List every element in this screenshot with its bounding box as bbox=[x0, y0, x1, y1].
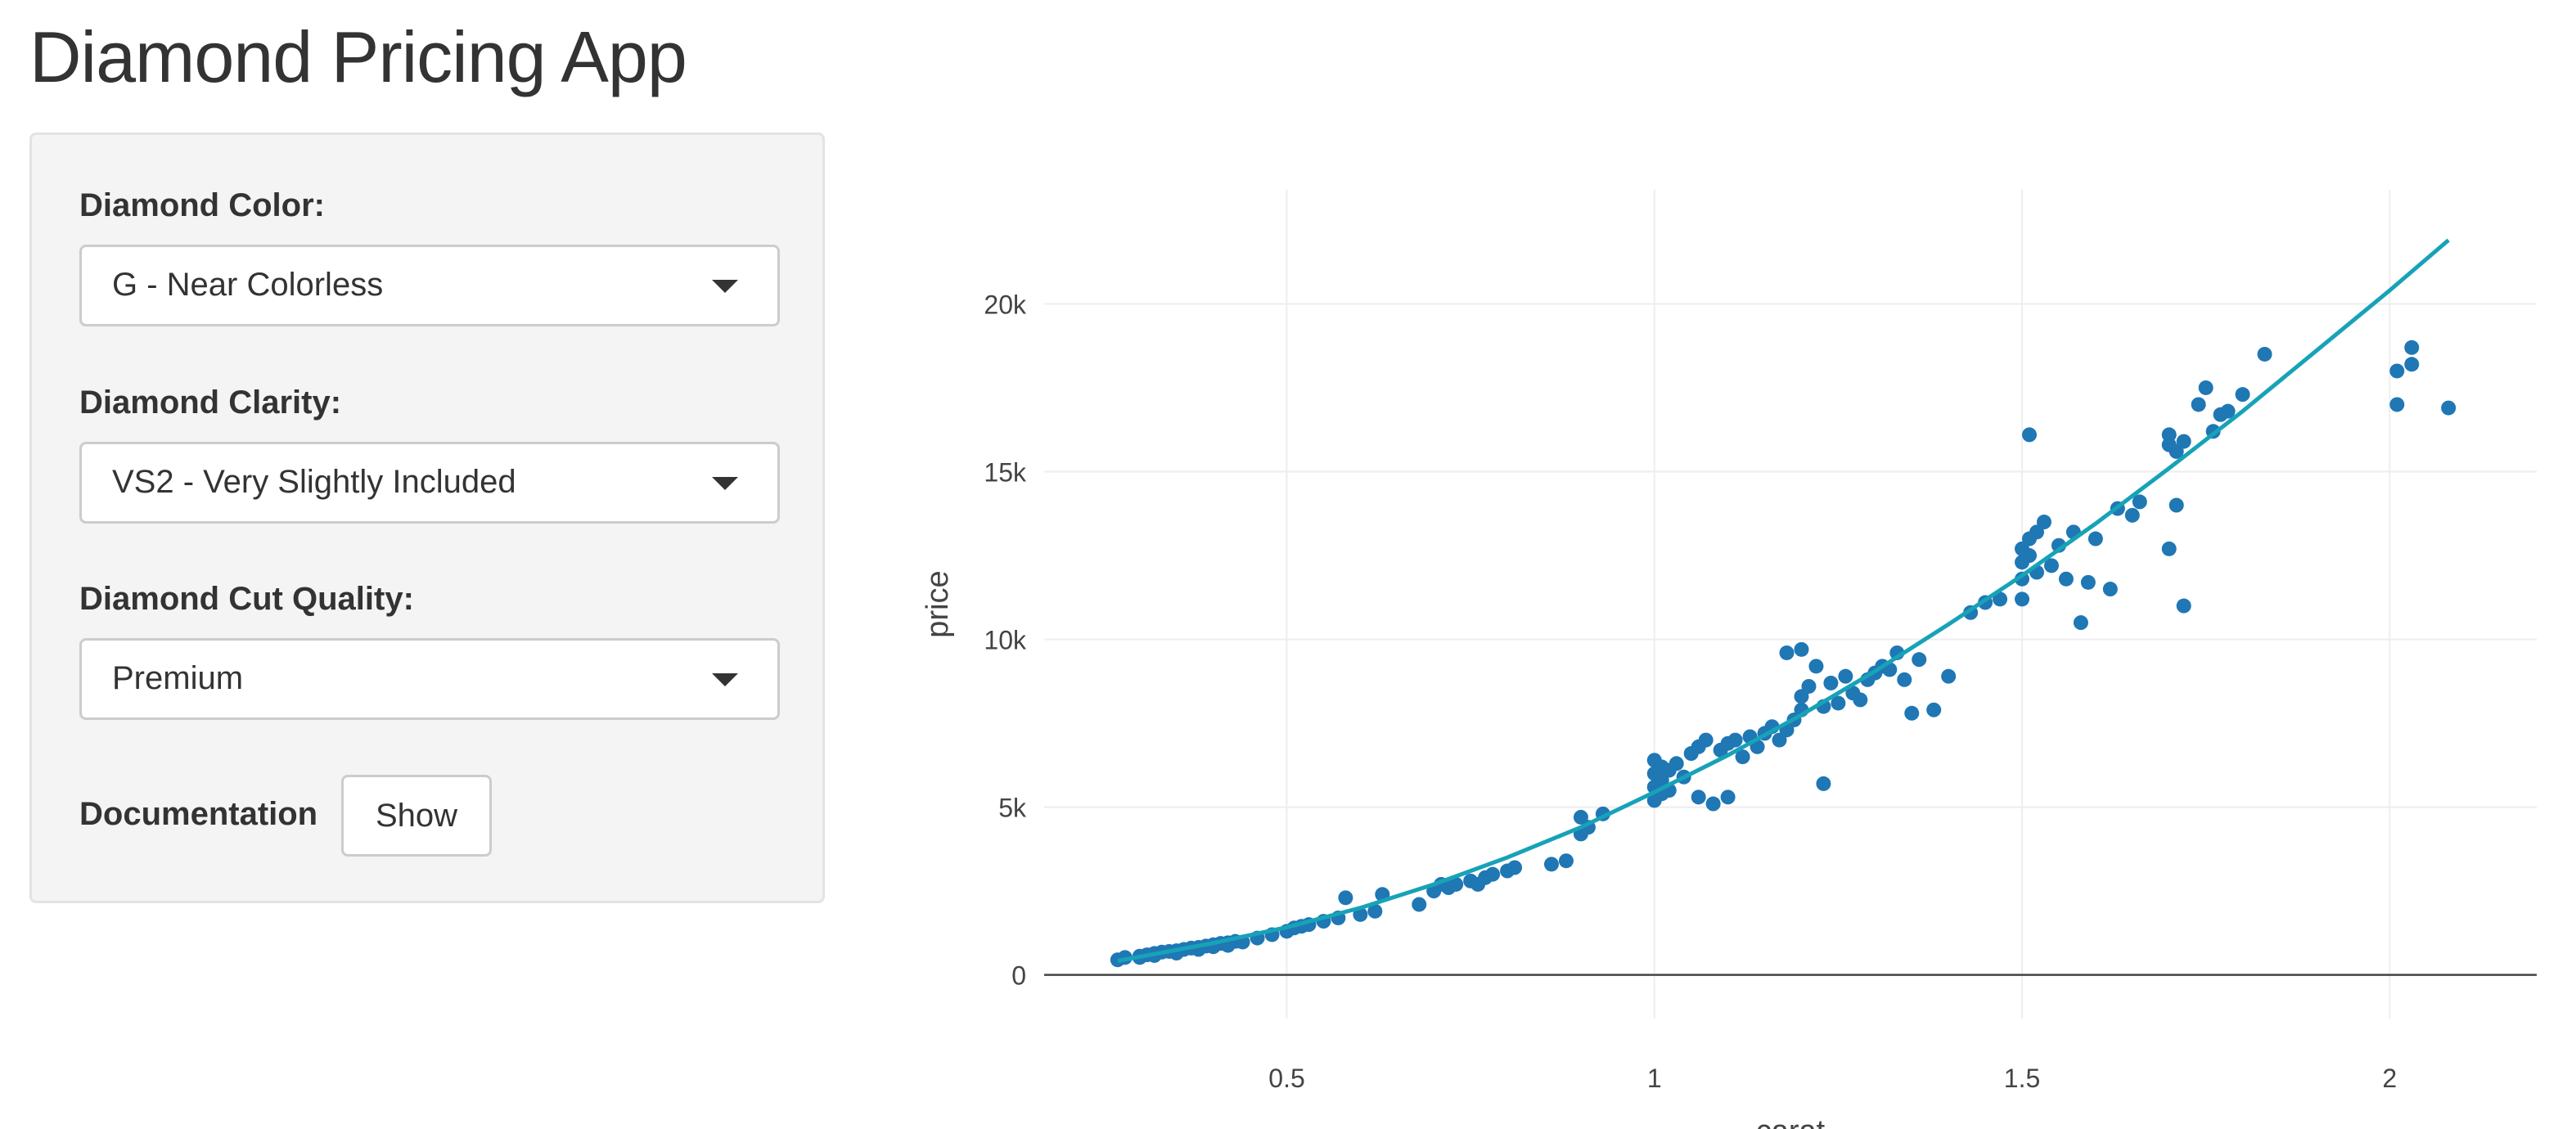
data-point bbox=[1558, 853, 1574, 869]
data-point bbox=[1691, 789, 1706, 805]
fit-curve bbox=[1117, 238, 2450, 963]
app-title: Diamond Pricing App bbox=[29, 16, 687, 97]
data-point bbox=[1669, 756, 1684, 771]
data-point bbox=[1853, 692, 1868, 708]
data-point bbox=[1801, 678, 1817, 694]
data-point bbox=[1794, 689, 1809, 704]
data-point bbox=[1779, 645, 1795, 660]
chevron-down-icon bbox=[712, 673, 738, 686]
data-point bbox=[1926, 702, 1942, 717]
diamond-cut-select[interactable]: Premium bbox=[79, 638, 780, 720]
data-point bbox=[2176, 434, 2191, 449]
x-tick-label: 1 bbox=[1647, 1064, 1662, 1093]
data-point bbox=[1838, 668, 1853, 684]
data-point bbox=[1831, 695, 1846, 711]
data-point bbox=[1507, 860, 1523, 875]
data-point bbox=[2058, 571, 2074, 587]
diamond-clarity-value: VS2 - Very Slightly Included bbox=[112, 464, 516, 500]
show-documentation-button[interactable]: Show bbox=[341, 775, 492, 857]
y-axis-title: price bbox=[921, 570, 955, 637]
data-point bbox=[1823, 675, 1839, 690]
data-point bbox=[1993, 591, 2008, 607]
y-tick-label: 15k bbox=[984, 458, 1027, 488]
x-axis-title: carat bbox=[1756, 1114, 1826, 1129]
diamond-cut-value: Premium bbox=[112, 660, 244, 696]
diamond-color-label: Diamond Color: bbox=[79, 187, 325, 223]
data-point bbox=[1735, 749, 1750, 765]
x-tick-label: 1.5 bbox=[2004, 1064, 2040, 1093]
y-tick-label: 0 bbox=[1011, 961, 1026, 991]
diamond-color-select[interactable]: G - Near Colorless bbox=[79, 245, 780, 326]
data-point bbox=[2235, 387, 2250, 403]
y-tick-label: 5k bbox=[998, 794, 1027, 823]
y-tick-label: 10k bbox=[984, 626, 1027, 655]
data-point bbox=[2132, 494, 2147, 510]
data-point bbox=[2022, 427, 2038, 443]
data-point bbox=[2080, 574, 2096, 590]
data-point bbox=[1904, 705, 1920, 721]
data-point bbox=[1912, 652, 1927, 668]
data-point bbox=[2015, 591, 2030, 607]
data-point bbox=[2073, 615, 2088, 631]
data-point bbox=[2220, 403, 2236, 419]
data-point bbox=[2168, 443, 2184, 459]
data-point bbox=[1720, 789, 1736, 805]
data-point bbox=[1772, 732, 1787, 748]
data-point bbox=[1485, 866, 1501, 882]
sidebar-panel: Diamond Color: G - Near Colorless Diamon… bbox=[29, 133, 825, 903]
data-point bbox=[2029, 524, 2045, 540]
diamond-cut-label: Diamond Cut Quality: bbox=[79, 581, 414, 617]
diamond-clarity-label: Diamond Clarity: bbox=[79, 385, 342, 421]
data-point bbox=[2102, 582, 2118, 597]
data-point bbox=[2389, 363, 2405, 379]
data-point bbox=[2176, 598, 2191, 614]
documentation-label: Documentation bbox=[79, 796, 318, 832]
price-vs-carat-plot[interactable]: 0.5 1 1.5 2 0 5k 10k 15k 20k carat price bbox=[900, 164, 2569, 1129]
data-point bbox=[2404, 340, 2420, 355]
data-point bbox=[1808, 659, 1824, 674]
data-point bbox=[1897, 672, 1912, 687]
data-point bbox=[2022, 548, 2038, 564]
diamond-clarity-select[interactable]: VS2 - Very Slightly Included bbox=[79, 442, 780, 524]
data-point bbox=[1367, 903, 1383, 919]
axes: 0.5 1 1.5 2 0 5k 10k 15k 20k carat price bbox=[921, 290, 2537, 1129]
data-point bbox=[1705, 796, 1721, 812]
x-tick-label: 2 bbox=[2382, 1064, 2397, 1093]
data-point bbox=[2161, 427, 2177, 443]
data-point bbox=[2087, 531, 2103, 547]
data-point bbox=[1698, 732, 1714, 748]
data-point bbox=[2168, 497, 2184, 513]
data-point bbox=[1941, 668, 1957, 684]
chevron-down-icon bbox=[712, 280, 738, 293]
data-point bbox=[1448, 876, 1464, 892]
y-tick-label: 20k bbox=[984, 290, 1027, 319]
data-point bbox=[2036, 515, 2051, 530]
x-tick-label: 0.5 bbox=[1268, 1064, 1304, 1093]
data-point bbox=[1543, 857, 1559, 872]
data-point bbox=[1338, 890, 1353, 906]
data-point bbox=[1573, 809, 1588, 825]
data-point bbox=[2161, 541, 2177, 556]
data-point bbox=[1816, 776, 1831, 791]
data-point bbox=[1654, 772, 1669, 788]
data-point bbox=[2257, 346, 2272, 362]
diamond-color-value: G - Near Colorless bbox=[112, 267, 384, 303]
data-point bbox=[2441, 400, 2457, 416]
data-point bbox=[2043, 558, 2059, 573]
data-point bbox=[2198, 380, 2213, 395]
data-point bbox=[2191, 397, 2206, 412]
data-point bbox=[1727, 732, 1743, 748]
scatter-points bbox=[1110, 340, 2457, 968]
data-point bbox=[2404, 357, 2420, 372]
chevron-down-icon bbox=[712, 477, 738, 490]
data-point bbox=[2124, 507, 2140, 523]
data-point bbox=[2389, 397, 2405, 412]
data-point bbox=[1794, 641, 1809, 657]
fit-line bbox=[1117, 238, 2450, 963]
grid-lines bbox=[1044, 190, 2537, 1019]
data-point bbox=[1412, 897, 1427, 912]
